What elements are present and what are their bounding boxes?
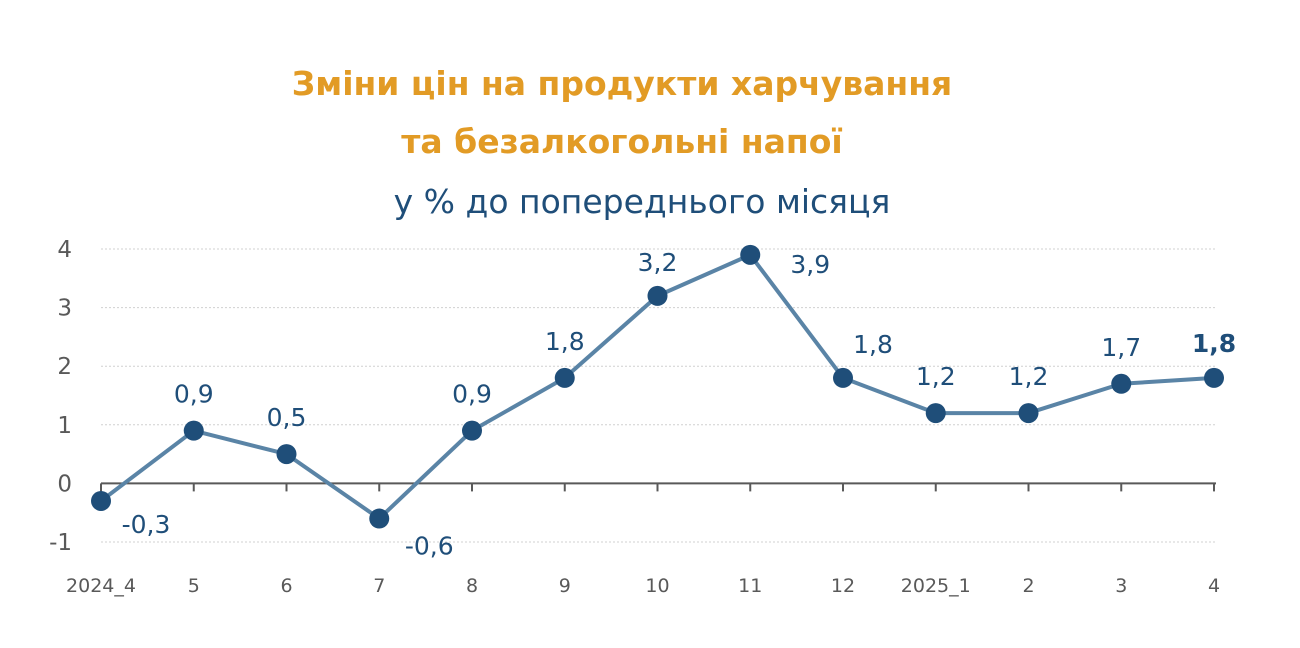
data-labels: -0,3 0,9 0,5 -0,6 0,9 1,8 3,2 3,9 1,8 1,2 1,2 1,7 1,… xyxy=(122,248,1237,561)
x-tick-label: 5 xyxy=(188,575,200,597)
data-point-marker xyxy=(833,367,853,388)
y-tick-label: -1 xyxy=(49,530,72,556)
data-label: -0,3 xyxy=(122,510,171,539)
gridlines xyxy=(101,248,1216,543)
data-label: 1,2 xyxy=(916,362,956,391)
data-label: 1,8 xyxy=(545,327,585,356)
x-tick-label: 6 xyxy=(280,575,292,597)
x-tick-label: 7 xyxy=(373,575,385,597)
y-tick-label: 2 xyxy=(57,354,72,380)
data-label: 3,9 xyxy=(790,250,830,279)
data-label: 1,2 xyxy=(1009,362,1049,391)
data-label: 1,7 xyxy=(1101,333,1141,362)
data-point-marker xyxy=(1204,367,1224,388)
data-label: 1,8 xyxy=(1192,329,1236,358)
series-line xyxy=(91,244,1224,529)
x-tick-label: 2 xyxy=(1022,575,1034,597)
data-point-marker xyxy=(1111,373,1132,394)
data-point-marker xyxy=(91,490,111,511)
data-label: 1,8 xyxy=(853,330,893,359)
data-point-marker xyxy=(740,244,761,265)
x-tick-label: 2024_4 xyxy=(66,575,136,597)
chart-title-line2: та безалкогольні напої xyxy=(401,122,842,161)
data-point-marker xyxy=(369,508,390,529)
x-tick-label: 3 xyxy=(1115,575,1127,597)
y-tick-label: 0 xyxy=(57,471,72,497)
data-point-marker xyxy=(647,285,668,306)
data-point-marker xyxy=(462,420,482,441)
data-point-marker xyxy=(1018,403,1039,424)
data-label: 3,2 xyxy=(638,248,678,277)
y-tick-label: 3 xyxy=(57,296,72,322)
x-tick-label: 4 xyxy=(1208,575,1220,597)
x-tick-label: 2025_1 xyxy=(901,575,971,597)
y-tick-label: 4 xyxy=(57,237,72,263)
chart-title-line1: Зміни цін на продукти харчування xyxy=(292,64,952,103)
data-point-marker xyxy=(276,444,297,465)
data-point-marker xyxy=(183,420,204,441)
x-tick-label: 8 xyxy=(466,575,478,597)
chart-subtitle: у % до попереднього місяця xyxy=(394,182,891,221)
x-tick-label: 9 xyxy=(559,575,571,597)
data-point-marker xyxy=(925,403,946,424)
x-tick-label: 10 xyxy=(645,575,669,597)
data-point-marker xyxy=(554,367,575,388)
data-label: 0,9 xyxy=(452,380,492,409)
data-label: -0,6 xyxy=(405,532,454,561)
data-label: 0,5 xyxy=(267,403,307,432)
data-label: 0,9 xyxy=(174,380,214,409)
x-tick-label: 11 xyxy=(738,575,762,597)
x-tick-label: 12 xyxy=(831,575,855,597)
y-tick-label: 1 xyxy=(57,413,72,439)
x-axis: 2024_4 5 6 7 8 9 10 11 12 2025_1 2 3 4 xyxy=(66,482,1220,597)
y-axis: -1 0 1 2 3 4 xyxy=(49,237,72,556)
